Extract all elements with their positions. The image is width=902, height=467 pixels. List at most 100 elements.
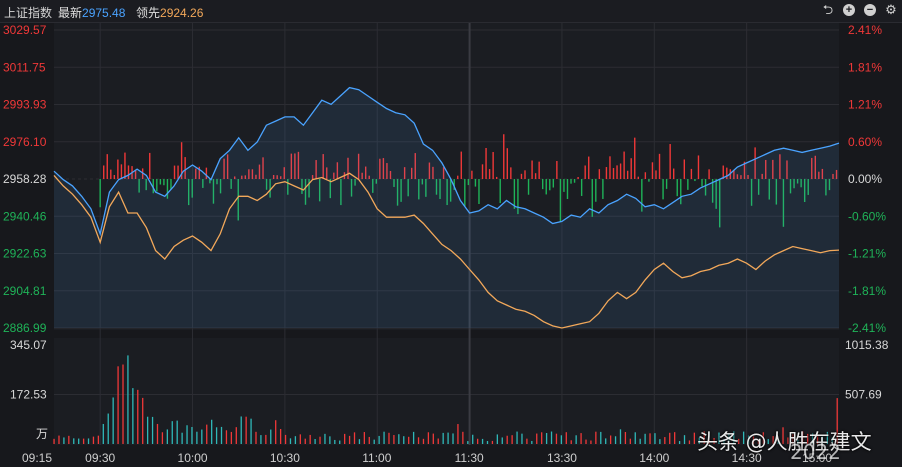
volume-bar bbox=[609, 435, 612, 444]
volume-bar bbox=[674, 432, 676, 444]
volume-bar bbox=[678, 441, 681, 444]
volume-bar bbox=[383, 431, 385, 444]
zoom-in-icon[interactable]: + bbox=[843, 4, 855, 16]
volume-bar bbox=[688, 440, 691, 444]
y-tick-label-pct: 1.21% bbox=[848, 98, 882, 112]
volume-bar bbox=[206, 424, 208, 444]
volume-bar bbox=[802, 431, 804, 444]
volume-bar bbox=[324, 433, 326, 444]
volume-bar bbox=[772, 436, 774, 444]
grid bbox=[54, 23, 839, 445]
volume-bar bbox=[698, 437, 700, 444]
volume-bar bbox=[742, 431, 745, 444]
volume-bar bbox=[211, 419, 213, 444]
volume-bar bbox=[92, 436, 95, 444]
x-tick-label: 09:15 bbox=[22, 451, 52, 465]
volume-bar bbox=[171, 421, 173, 444]
volume-bar bbox=[97, 435, 100, 444]
x-tick-label: 11:30 bbox=[455, 451, 484, 465]
volume-bar bbox=[733, 431, 735, 444]
volume-bar bbox=[240, 416, 242, 444]
y-tick-label-pct: 0.00% bbox=[848, 172, 882, 186]
zoom-out-icon[interactable]: − bbox=[864, 4, 876, 16]
volume-bar bbox=[344, 433, 346, 444]
volume-bar bbox=[220, 426, 223, 444]
volume-bar bbox=[122, 364, 124, 444]
volume-bar bbox=[235, 427, 237, 444]
volume-bar bbox=[447, 432, 449, 444]
volume-bar bbox=[777, 439, 779, 444]
volume-bar bbox=[437, 438, 439, 444]
volume-bar bbox=[821, 436, 824, 444]
volume-bar bbox=[600, 431, 602, 444]
volume-bar bbox=[393, 435, 395, 444]
time-axis-labels: 09:15 09:30 10:00 10:30 11:00 11:30 13:30 14:00… bbox=[22, 451, 832, 465]
volume-bar bbox=[807, 433, 809, 444]
volume-bar bbox=[151, 416, 154, 444]
leader-label: 领先 bbox=[136, 6, 161, 20]
volume-bar bbox=[137, 389, 139, 444]
volume-bar bbox=[107, 413, 109, 444]
volume-bar bbox=[476, 438, 479, 444]
volume-bar bbox=[427, 432, 430, 444]
volume-bar bbox=[265, 434, 267, 444]
y-tick-label-pct: -1.81% bbox=[848, 284, 886, 298]
volume-bar bbox=[422, 438, 425, 444]
volume-bar bbox=[816, 435, 819, 444]
volume-bar bbox=[634, 432, 636, 444]
volume-bar bbox=[541, 432, 543, 444]
latest-value: 2975.48 bbox=[82, 6, 126, 20]
volume-bar bbox=[536, 433, 538, 444]
settings-icon[interactable]: ⚙ bbox=[885, 2, 897, 17]
volume-bar bbox=[191, 426, 193, 444]
x-tick-label: 11:00 bbox=[362, 451, 391, 465]
volume-bar bbox=[176, 420, 178, 444]
volume-bar bbox=[403, 436, 405, 444]
latest-price-line bbox=[53, 86, 840, 237]
volume-bar bbox=[156, 423, 159, 444]
volume-bar bbox=[63, 437, 65, 444]
volume-bar bbox=[373, 439, 375, 444]
volume-bar bbox=[649, 433, 651, 444]
x-tick-label: 14:30 bbox=[732, 451, 762, 465]
leader-price: 领先2924.26 bbox=[136, 4, 203, 21]
volume-bar bbox=[255, 431, 257, 444]
volume-bars bbox=[53, 355, 838, 444]
y-tick-label: 2993.93 bbox=[3, 98, 47, 112]
volume-bar bbox=[590, 440, 592, 444]
volume-bar bbox=[683, 435, 686, 444]
volume-bar bbox=[486, 441, 489, 444]
x-tick-label: 13:30 bbox=[547, 451, 577, 465]
volume-bar bbox=[491, 440, 494, 444]
volume-bar bbox=[565, 432, 567, 444]
volume-bar bbox=[432, 433, 434, 444]
volume-bar bbox=[738, 438, 740, 444]
volume-bar bbox=[526, 438, 528, 444]
volume-bar bbox=[457, 424, 459, 444]
volume-bar bbox=[629, 438, 631, 444]
volume-bar bbox=[762, 432, 764, 444]
undo-icon[interactable]: ⮌ bbox=[822, 2, 834, 17]
x-tick-label: 09:30 bbox=[85, 451, 115, 465]
volume-bar bbox=[388, 432, 390, 444]
volume-bar bbox=[624, 432, 627, 444]
volume-bar bbox=[595, 431, 597, 444]
volume-bar bbox=[127, 355, 129, 444]
y-tick-label-pct: 1.81% bbox=[848, 60, 882, 74]
y-tick-label: 3011.75 bbox=[3, 60, 46, 74]
volume-bar bbox=[693, 432, 696, 444]
volume-bar bbox=[270, 429, 272, 444]
volume-bar bbox=[511, 435, 513, 444]
volume-bar bbox=[132, 388, 134, 444]
volume-bar bbox=[614, 436, 617, 444]
volume-bar bbox=[230, 431, 233, 444]
volume-bar bbox=[472, 434, 474, 444]
volume-bar bbox=[260, 435, 262, 444]
volume-bar bbox=[501, 437, 503, 444]
volume-bar bbox=[112, 397, 114, 444]
volume-bar bbox=[215, 427, 218, 444]
volume-bar bbox=[747, 435, 750, 444]
volume-bar bbox=[728, 433, 730, 444]
latest-label: 最新 bbox=[58, 6, 83, 20]
volume-bar bbox=[545, 433, 548, 444]
